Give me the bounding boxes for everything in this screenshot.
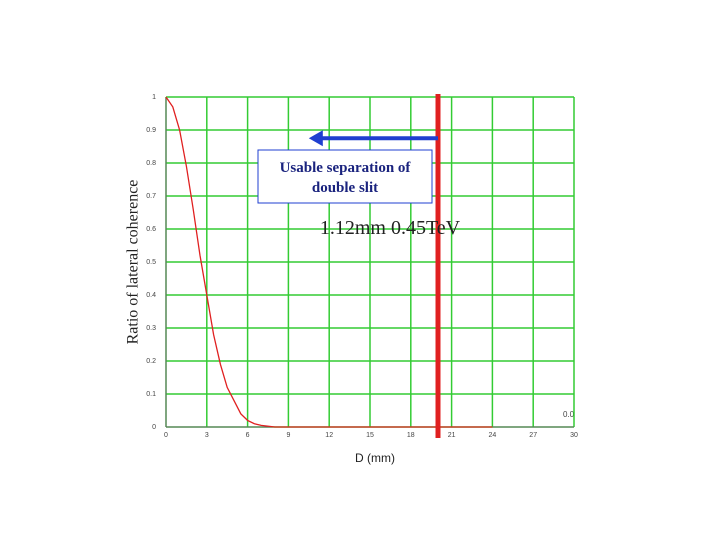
x-tick-label: 0	[164, 432, 168, 439]
y-tick-label: 0.6	[146, 226, 156, 233]
corner-note: 0.0	[563, 410, 575, 419]
y-tick-label: 0.1	[146, 391, 156, 398]
x-tick-label: 15	[366, 432, 374, 439]
x-tick-label: 3	[205, 432, 209, 439]
annotation-box	[257, 149, 433, 204]
annotation-box-text: Usable separation of double slit	[280, 160, 412, 196]
arrow-head	[308, 130, 323, 147]
y-tick-label: 0.8	[146, 160, 156, 167]
x-axis-label: D (mm)	[355, 451, 395, 465]
y-tick-label: 0.9	[146, 127, 156, 134]
x-tick-label: 9	[286, 432, 290, 439]
y-axis-label: Ratio of lateral coherence	[125, 180, 142, 345]
y-tick-label: 0.2	[146, 358, 156, 365]
annotation-text: 1.12mm 0.45TeV	[320, 217, 461, 239]
data-line	[165, 96, 493, 428]
y-tick-label: 0.7	[146, 193, 156, 200]
x-tick-label: 24	[489, 432, 497, 439]
x-tick-label: 6	[246, 432, 250, 439]
y-tick-label: 0.5	[146, 259, 156, 266]
y-tick-label: 0.4	[146, 292, 156, 299]
x-tick-label: 18	[407, 432, 415, 439]
y-tick-label: 0	[152, 424, 156, 431]
y-tick-label: 0.3	[146, 325, 156, 332]
x-tick-label: 27	[529, 432, 537, 439]
x-tick-label: 12	[325, 432, 333, 439]
x-tick-label: 30	[570, 432, 578, 439]
y-tick-label: 1	[152, 94, 156, 101]
x-tick-label: 21	[448, 432, 456, 439]
